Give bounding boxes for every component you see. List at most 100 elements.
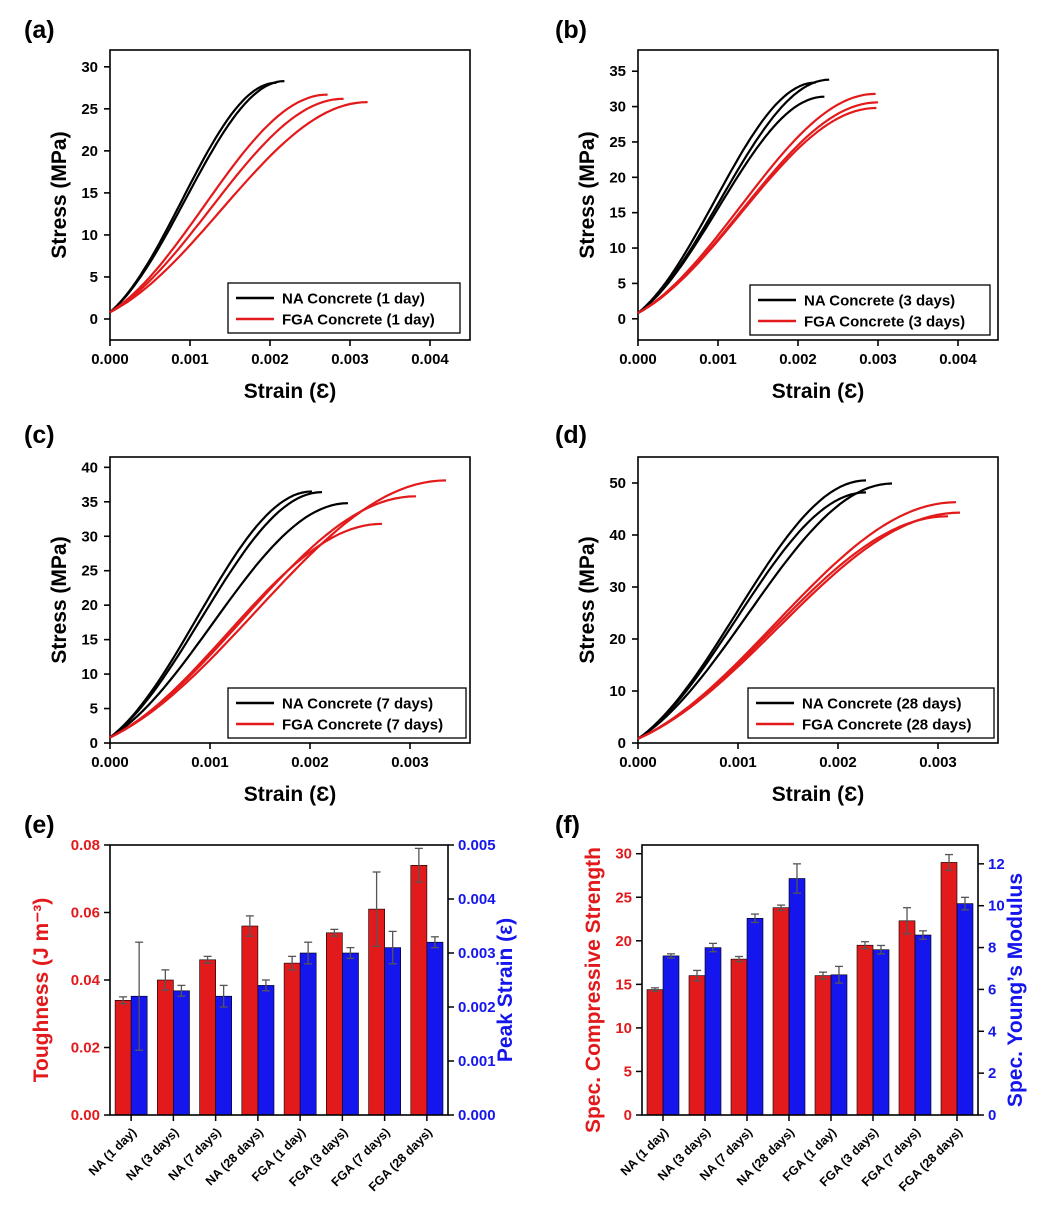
legend-label-2: FGA Concrete (28 days)	[802, 717, 972, 734]
y-tick-label: 5	[90, 269, 98, 286]
na-stress-strain-curve-2	[109, 81, 277, 314]
plot-frame	[637, 456, 999, 744]
x-tick-label: 0.000	[91, 754, 129, 771]
y-tick-label: 25	[81, 563, 98, 580]
y-tick-label: 10	[81, 666, 98, 683]
right-bar-5	[299, 952, 317, 1116]
panel-e: (e) 0.00 0.02 0.04 0.06 0.08 0.000 0.001 0.002 0.…	[24, 811, 517, 1194]
panel-d: (d) 0.000 0.001 0.002 0.003 0 10 20 30 40 50 Strain…	[555, 421, 999, 806]
legend-label-1: NA Concrete (3 days)	[804, 293, 955, 310]
left-bar-3	[199, 959, 217, 1116]
panel-label: (c)	[24, 421, 55, 449]
x-tick-label: 0.004	[939, 351, 977, 368]
x-axis-title: Strain (Ɛ)	[244, 783, 337, 806]
left-y-tick-label: 0.06	[71, 905, 100, 922]
right-bar-6	[342, 952, 359, 1116]
legend-label-2: FGA Concrete (3 days)	[804, 314, 965, 331]
left-bar-5	[814, 975, 832, 1116]
panel-label: (a)	[24, 16, 55, 44]
fga-stress-strain-curve-5	[637, 101, 879, 315]
left-bar-6	[325, 932, 343, 1116]
right-bar-7	[384, 947, 402, 1116]
panel-b: (b) 0.000 0.001 0.002 0.003 0.004 0 5 10 15 20 25 30…	[555, 16, 999, 403]
right-y-tick-label: 10	[988, 898, 1005, 915]
x-tick-label: 0.004	[411, 351, 449, 368]
right-y-tick-label: 0.005	[458, 837, 496, 854]
x-tick-label: 0.000	[619, 754, 657, 771]
right-y-tick-label: 0.001	[458, 1053, 496, 1070]
na-stress-strain-curve-2	[637, 81, 816, 314]
na-stress-strain-curve-1	[109, 80, 285, 314]
y-tick-label: 35	[609, 63, 626, 80]
x-tick-label: 0.002	[291, 754, 329, 771]
y-tick-label: 0	[618, 735, 626, 752]
right-bar-3	[215, 995, 233, 1116]
left-bar-4	[772, 907, 790, 1116]
x-tick-label: 0.002	[779, 351, 817, 368]
y-tick-label: 5	[618, 275, 626, 292]
x-tick-label: 0.001	[171, 351, 209, 368]
y-tick-label: 50	[609, 475, 626, 492]
legend-label-1: NA Concrete (28 days)	[802, 696, 962, 713]
right-y-tick-label: 0.003	[458, 945, 496, 962]
y-tick-label: 10	[609, 240, 626, 257]
legend-box	[227, 687, 467, 739]
y-tick-label: 30	[609, 579, 626, 596]
left-y-tick-label: 10	[615, 1020, 632, 1037]
left-y-tick-label: 30	[615, 846, 632, 863]
y-tick-label: 0	[618, 311, 626, 328]
left-bar-4	[241, 925, 259, 1116]
left-bar-8	[940, 862, 958, 1116]
fga-stress-strain-curve-3	[109, 93, 328, 314]
left-bar-1	[646, 989, 664, 1116]
right-y-tick-label: 0.004	[458, 891, 496, 908]
left-bar-6	[856, 944, 874, 1116]
y-tick-label: 20	[81, 597, 98, 614]
left-bar-7	[898, 920, 916, 1116]
fga-stress-strain-curve-4	[109, 97, 344, 314]
right-bar-8	[426, 941, 444, 1116]
fga-stress-strain-curve-6	[109, 522, 383, 739]
left-bar-8	[410, 864, 428, 1116]
y-tick-label: 15	[81, 185, 98, 202]
left-axis-title: Toughness (J m⁻³)	[30, 898, 53, 1083]
plot-frame	[109, 456, 471, 744]
legend-label-2: FGA Concrete (1 day)	[282, 312, 435, 329]
fga-stress-strain-curve-5	[109, 101, 368, 314]
left-bar-3	[730, 958, 748, 1116]
fga-stress-strain-curve-4	[637, 92, 876, 315]
plot-frame	[637, 49, 999, 341]
right-y-tick-label: 2	[988, 1065, 996, 1082]
left-y-tick-label: 0.04	[71, 972, 101, 989]
right-y-tick-label: 0.002	[458, 999, 496, 1016]
x-tick-label: 0.002	[251, 351, 289, 368]
na-stress-strain-curve-3	[109, 502, 349, 739]
right-bar-6	[872, 949, 890, 1116]
right-bar-4	[257, 985, 275, 1116]
y-tick-label: 20	[81, 143, 98, 160]
y-tick-label: 35	[81, 494, 98, 511]
y-axis-title: Stress (MPa)	[48, 131, 71, 258]
x-tick-label: 0.001	[719, 754, 757, 771]
y-tick-label: 5	[90, 701, 98, 718]
y-tick-label: 10	[81, 227, 98, 244]
na-stress-strain-curve-1	[637, 78, 830, 314]
fga-stress-strain-curve-6	[637, 515, 949, 740]
na-stress-strain-curve-1	[637, 479, 867, 740]
left-y-tick-label: 25	[615, 889, 632, 906]
left-y-tick-label: 0.02	[71, 1040, 100, 1057]
x-tick-label: 0.002	[819, 754, 857, 771]
y-tick-label: 30	[609, 99, 626, 116]
y-tick-label: 30	[81, 528, 98, 545]
left-bar-2	[688, 975, 706, 1116]
right-bar-7	[914, 934, 932, 1116]
left-bar-5	[283, 962, 301, 1116]
legend-label-1: NA Concrete (1 day)	[282, 291, 425, 308]
left-y-tick-label: 0	[624, 1107, 632, 1124]
right-y-tick-label: 6	[988, 981, 996, 998]
panel-label: (f)	[555, 811, 580, 839]
y-tick-label: 40	[81, 459, 98, 476]
y-tick-label: 10	[609, 683, 626, 700]
plot-frame	[109, 49, 471, 341]
panel-a: (a) 0.000 0.001 0.002 0.003 0.004 0 5 10 15 20 25 30…	[24, 16, 471, 403]
